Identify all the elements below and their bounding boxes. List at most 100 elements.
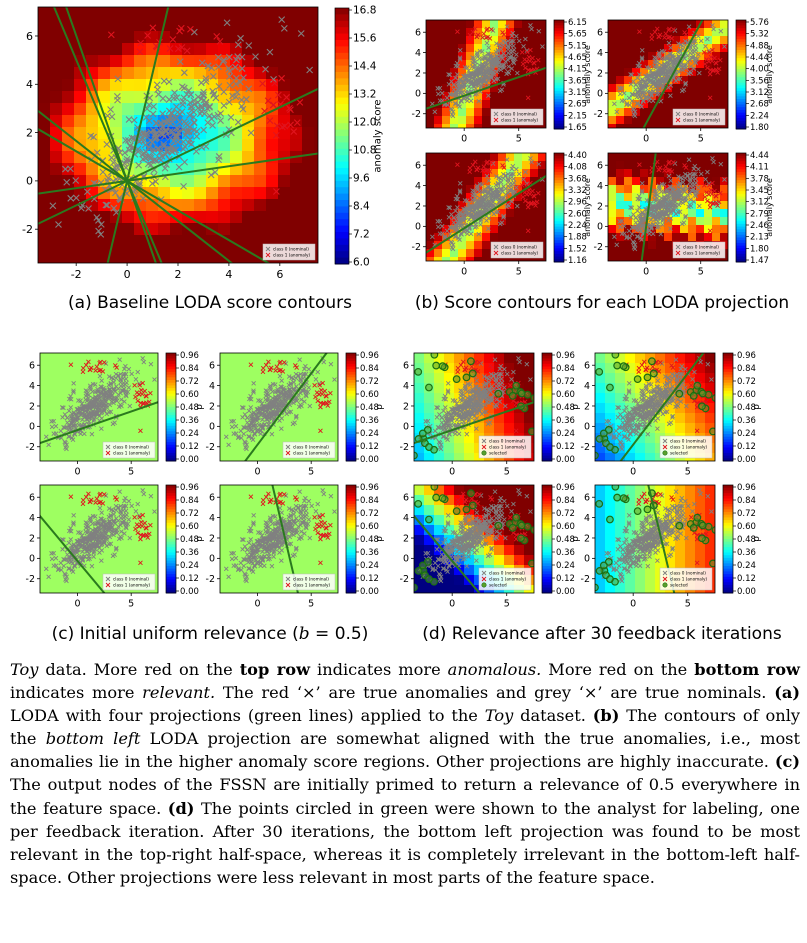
data-point: [430, 234, 435, 240]
data-point: [104, 411, 110, 417]
data-point: [259, 542, 265, 548]
data-point: [458, 210, 463, 216]
data-point: [707, 204, 713, 210]
x-tick-label: 0: [643, 134, 649, 145]
data-point: [270, 101, 277, 109]
data-point: [73, 422, 79, 428]
data-point: [62, 557, 67, 562]
data-point: [71, 410, 77, 416]
data-point: [125, 389, 131, 395]
data-point: [269, 531, 274, 537]
data-point: [80, 417, 85, 423]
data-point: [691, 199, 697, 204]
data-point: [126, 142, 134, 150]
data-point: [509, 199, 515, 204]
data-point: [101, 360, 107, 365]
data-point: [314, 390, 320, 395]
colorbar-tick-label: 3.32: [568, 186, 587, 196]
colorbar-tick-label: 2.60: [568, 209, 587, 219]
y-tick-label: 4: [209, 381, 215, 392]
data-point: [649, 36, 654, 42]
data-point: [529, 200, 535, 206]
data-point: [452, 406, 458, 411]
data-point: [70, 437, 76, 443]
data-point: [680, 186, 686, 191]
data-point: [446, 72, 451, 77]
data-point: [115, 505, 121, 510]
data-point: [653, 58, 658, 64]
data-point: [627, 102, 632, 108]
colorbar-label: p: [571, 404, 581, 410]
data-point: [687, 190, 693, 196]
data-point: [612, 234, 617, 240]
data-point: [244, 415, 250, 421]
legend-label: class 1 (anomaly): [501, 251, 538, 256]
data-point: [491, 211, 497, 217]
data-point: [661, 182, 667, 187]
data-point: [505, 180, 511, 185]
plot-area: [38, 7, 318, 263]
data-point: [276, 407, 282, 413]
data-point: [635, 75, 640, 81]
data-point: [472, 84, 477, 89]
data-point: [683, 213, 688, 219]
colorbar-tick-label: 2.13: [750, 233, 769, 243]
data-point: [679, 63, 684, 69]
data-point: [498, 46, 504, 52]
data-point: [423, 419, 429, 424]
data-point: [258, 563, 263, 569]
data-point: [479, 49, 485, 54]
data-point: [658, 392, 664, 398]
data-point: [632, 246, 638, 252]
data-point: [64, 578, 69, 584]
data-point: [273, 411, 279, 416]
data-point: [289, 528, 295, 534]
data-point: [647, 98, 652, 104]
data-point: [267, 499, 273, 504]
data-point: [328, 390, 333, 396]
colorbar-tick-label: 3.45: [750, 186, 769, 196]
data-point: [644, 77, 650, 83]
data-point: [241, 424, 246, 430]
colorbar-tick-label: 3.15: [568, 88, 587, 98]
data-point: [94, 521, 100, 526]
data-point: [473, 384, 479, 389]
data-point: [122, 366, 127, 372]
data-point: [649, 32, 655, 38]
data-point: [521, 43, 526, 49]
data-point: [651, 204, 657, 209]
data-point: [214, 53, 222, 61]
data-point: [653, 198, 658, 204]
data-point: [647, 231, 652, 237]
data-point: [614, 109, 620, 115]
data-point: [292, 495, 298, 500]
data-point: [206, 112, 213, 120]
data-point: [673, 211, 679, 217]
data-point: [489, 59, 495, 65]
data-point: [307, 403, 313, 409]
data-point: [58, 560, 64, 566]
data-point: [690, 176, 695, 181]
data-point: [718, 161, 724, 167]
data-point: [451, 215, 457, 221]
data-point: [71, 542, 77, 548]
data-point: [483, 68, 488, 74]
data-point: [124, 393, 129, 399]
projection-line: [271, 485, 299, 593]
data-point: [118, 397, 124, 402]
data-point: [617, 224, 623, 230]
data-point: [654, 26, 660, 32]
data-point: [462, 406, 467, 411]
data-point: [452, 227, 458, 233]
data-point: [258, 538, 263, 543]
data-point: [99, 558, 104, 563]
data-point: [123, 524, 129, 530]
data-point: [138, 536, 143, 542]
data-point: [634, 94, 640, 100]
data-point: [145, 117, 153, 125]
data-point: [202, 78, 210, 85]
data-point: [208, 64, 216, 72]
data-point: [509, 66, 515, 71]
data-point: [290, 128, 298, 135]
data-point: [653, 76, 658, 82]
